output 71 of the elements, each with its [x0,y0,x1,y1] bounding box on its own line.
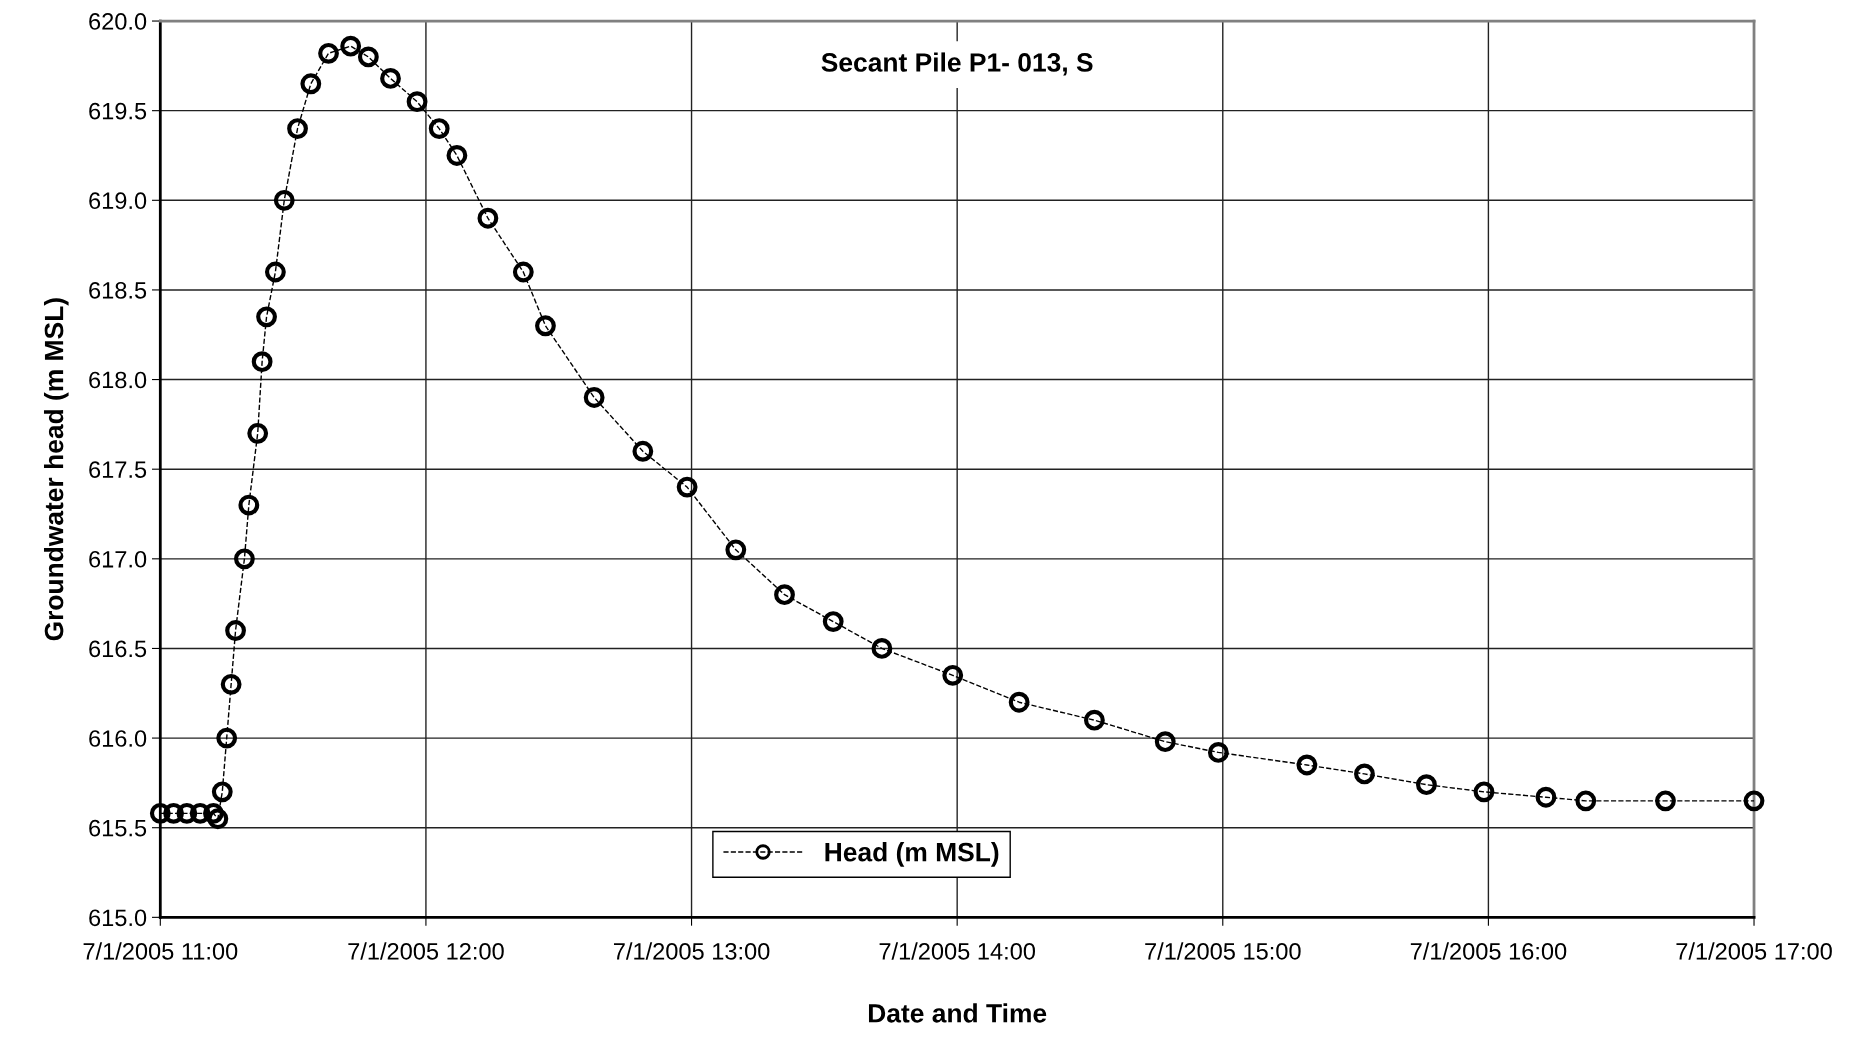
point [300,73,322,95]
point [1008,691,1030,713]
point [1154,731,1176,753]
y-tick-label: 615.0 [89,909,147,927]
x-tick-label: 7/1/2005 16:00 [1410,942,1567,960]
point [428,118,450,140]
point [512,261,534,283]
y-tick-label: 620.0 [89,13,147,30]
point [264,261,286,283]
y-tick-label: 619.5 [89,102,147,120]
point [583,387,605,408]
x-tick-label: 7/1/2005 13:00 [613,942,770,960]
point [1296,754,1318,776]
point [632,440,654,462]
x-tick-label: 7/1/2005 15:00 [1145,942,1301,960]
text: Secant Pile P1- 013, S [821,52,1093,76]
y-tick-label: 618.0 [89,371,147,389]
x-tick-label: 7/1/2005 14:00 [879,942,1036,960]
point [477,207,499,229]
point [774,584,795,606]
point [225,620,246,641]
point [216,727,238,749]
legend-label: Head (m MSL) [825,842,999,867]
x-axis-title: Date and Time [868,1003,1047,1023]
point [1575,790,1597,812]
x-tick-label: 7/1/2005 12:00 [348,942,504,960]
point [676,476,698,498]
point [220,673,242,695]
point [247,422,269,444]
y-tick-label: 617.0 [89,550,147,568]
point [203,802,224,824]
point [942,664,964,686]
point [176,802,198,824]
y-tick-label: 619.0 [89,192,147,210]
point [287,118,308,140]
point [1354,763,1375,785]
point [211,781,233,803]
point [380,67,401,89]
point [149,802,171,824]
point [446,145,468,166]
point [1416,774,1437,796]
point [318,42,339,64]
point [163,802,185,824]
point [535,315,556,337]
y-tick-label: 618.5 [89,282,147,299]
point [1207,742,1229,763]
point [822,611,844,632]
point [1083,709,1105,731]
point [1655,790,1676,812]
point [233,548,255,570]
point [273,189,295,211]
point [725,539,747,561]
point [340,35,362,57]
point [251,351,273,373]
point [1473,781,1495,803]
y-axis-title: Groundwater head (m MSL) [43,298,69,641]
y-tick-label: 615.5 [89,819,147,837]
y-tick-label: 616.0 [89,730,147,747]
y-tick-label: 617.5 [89,461,147,478]
x-tick-label: 7/1/2005 17:00 [1676,942,1832,960]
point [871,638,893,659]
x-tick-label: 7/1/2005 11:00 [83,942,238,960]
point [1743,790,1765,812]
point [256,306,277,328]
point [189,802,211,824]
y-tick-label: 616.5 [89,640,147,658]
point [1535,786,1557,808]
point [406,91,428,113]
point [357,46,379,68]
point [207,808,229,830]
point [238,494,260,516]
